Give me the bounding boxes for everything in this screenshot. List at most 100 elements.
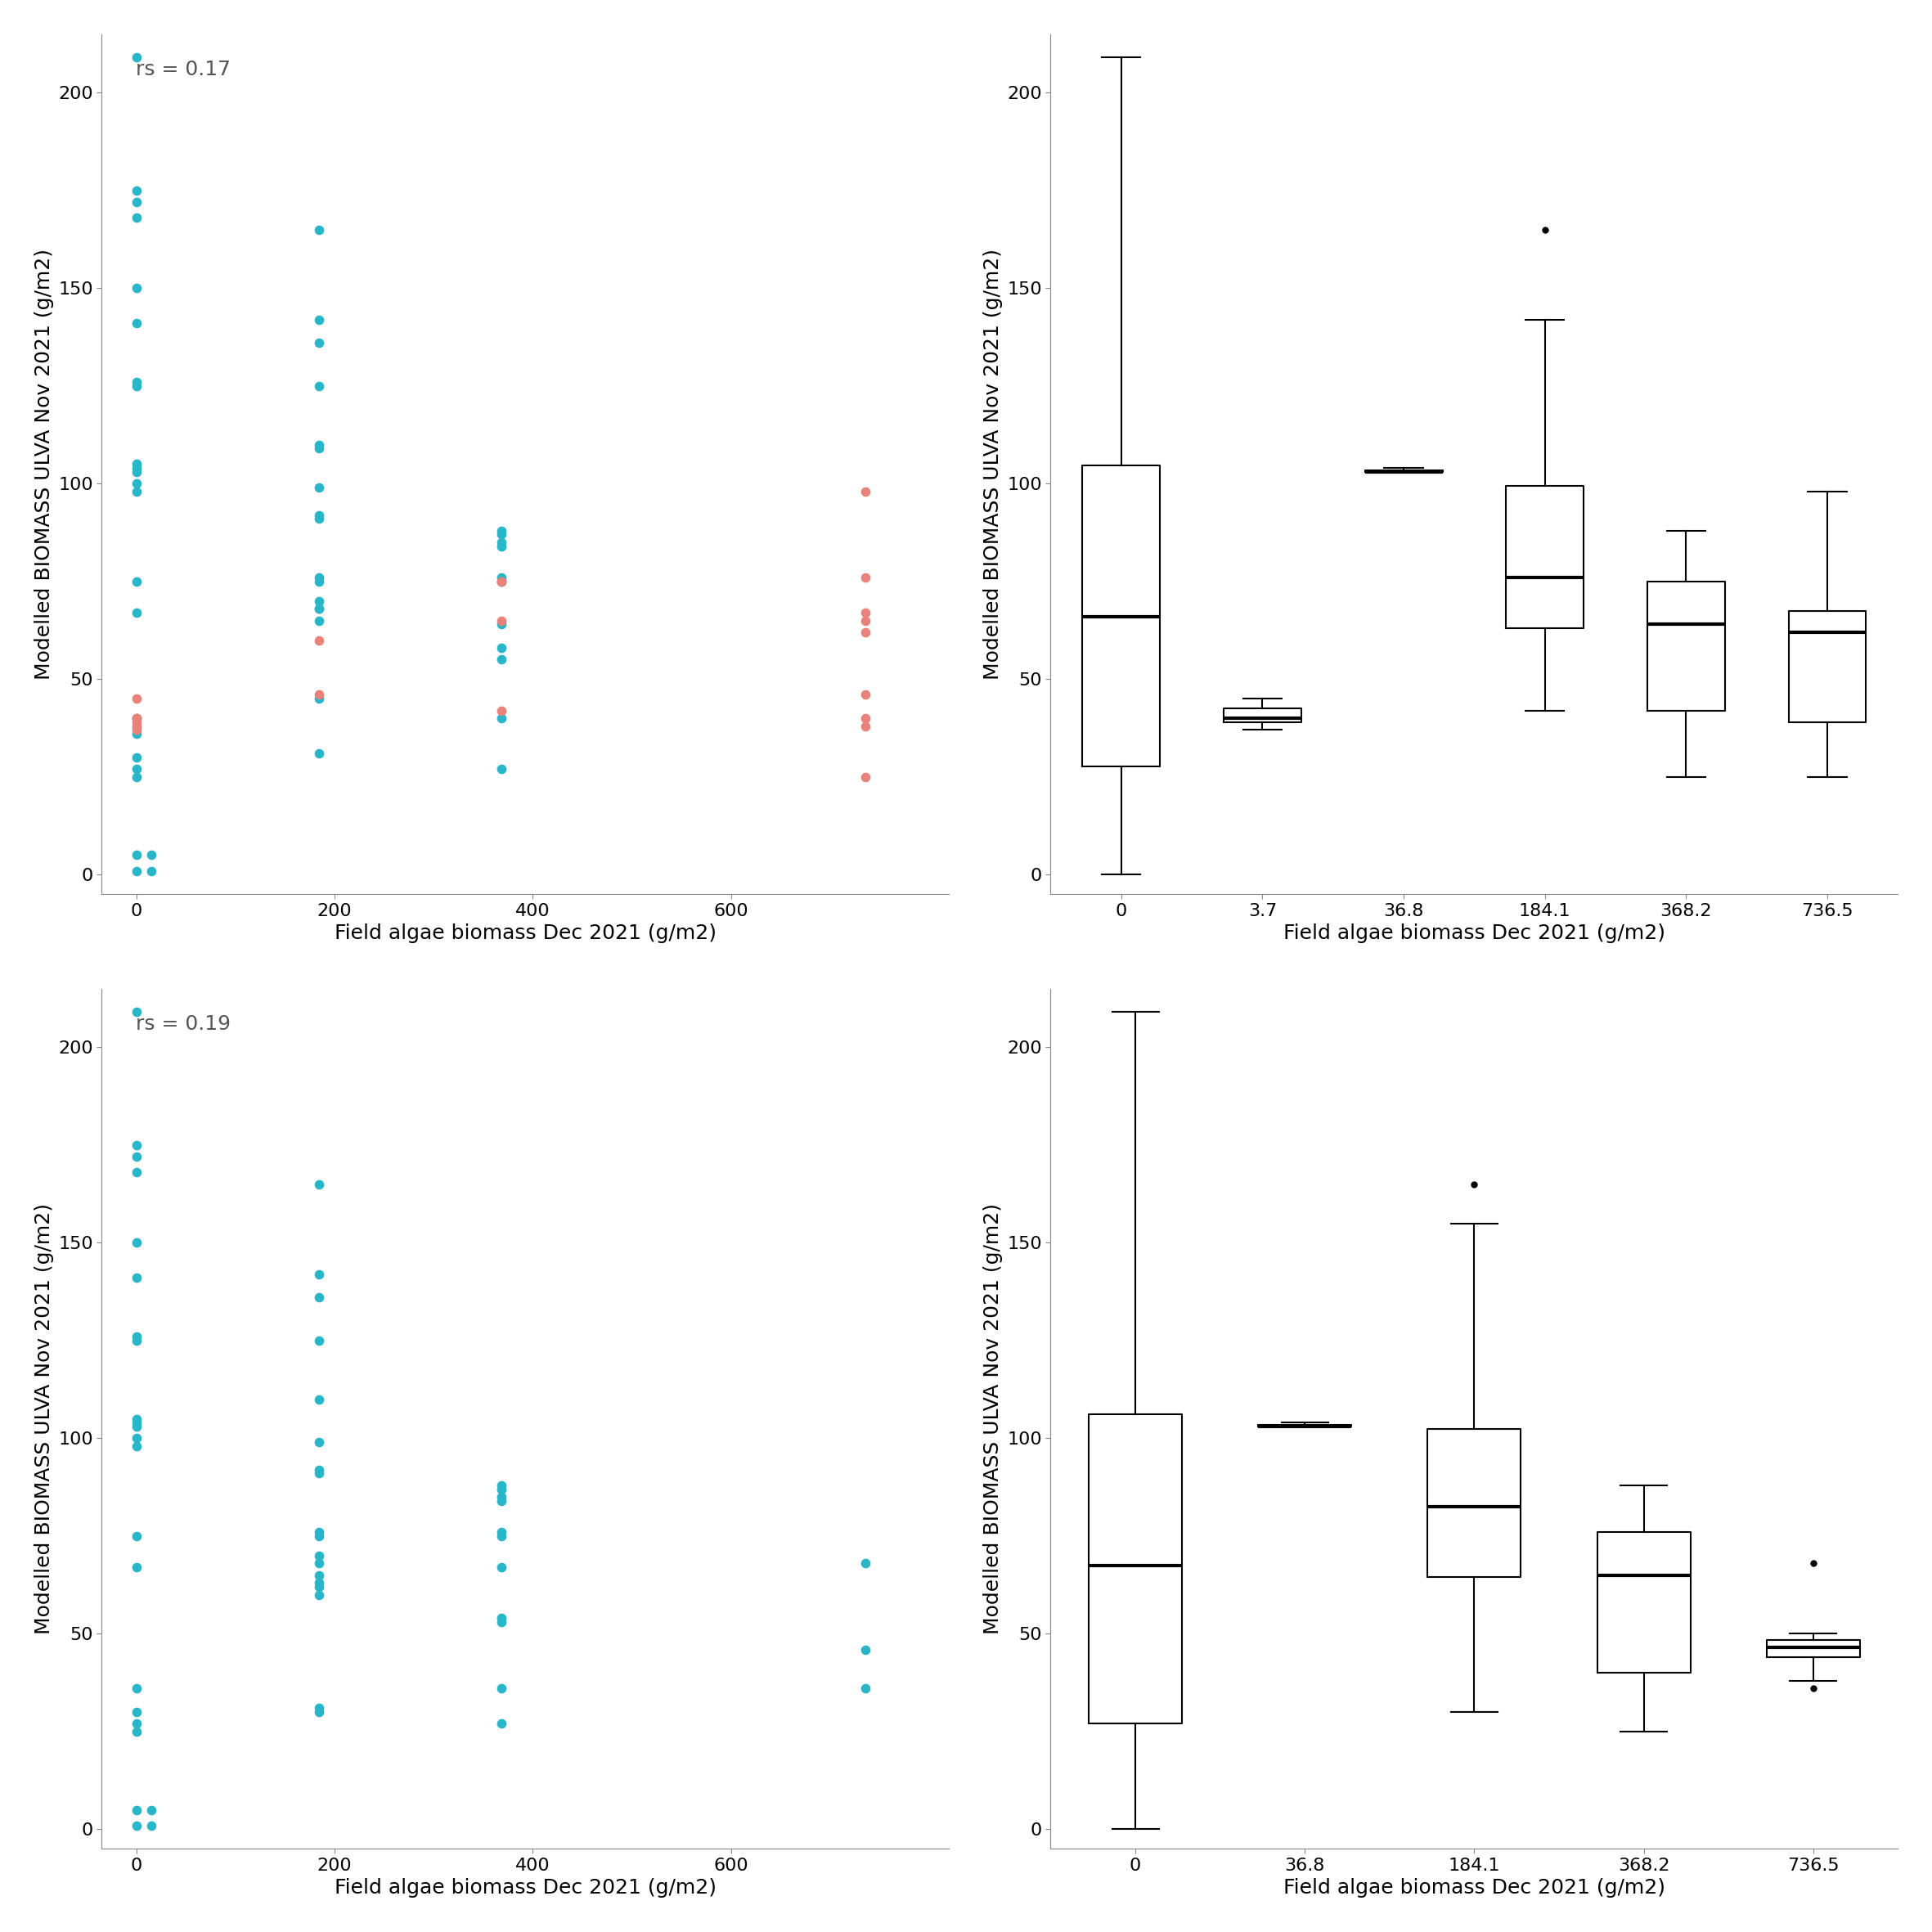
Point bbox=[303, 1459, 334, 1490]
Point bbox=[485, 516, 516, 547]
Point bbox=[303, 429, 334, 460]
Point bbox=[485, 643, 516, 674]
Point bbox=[850, 475, 881, 506]
Point bbox=[122, 448, 153, 479]
Y-axis label: Modelled BIOMASS ULVA Nov 2021 (g/m2): Modelled BIOMASS ULVA Nov 2021 (g/m2) bbox=[983, 249, 1003, 680]
Point bbox=[303, 1258, 334, 1289]
Point bbox=[850, 680, 881, 711]
Point bbox=[485, 1708, 516, 1739]
Y-axis label: Modelled BIOMASS ULVA Nov 2021 (g/m2): Modelled BIOMASS ULVA Nov 2021 (g/m2) bbox=[983, 1204, 1003, 1634]
Point bbox=[122, 703, 153, 734]
Point bbox=[303, 684, 334, 715]
Point bbox=[122, 703, 153, 734]
Point bbox=[303, 1169, 334, 1200]
Text: rs = 0.19: rs = 0.19 bbox=[135, 1014, 230, 1034]
Point bbox=[303, 328, 334, 359]
Point bbox=[122, 1403, 153, 1434]
Point bbox=[135, 840, 166, 871]
Point bbox=[303, 1571, 334, 1602]
Point bbox=[485, 703, 516, 734]
Point bbox=[122, 452, 153, 483]
Point bbox=[122, 761, 153, 792]
Point bbox=[303, 593, 334, 624]
Point bbox=[122, 742, 153, 773]
Point bbox=[850, 711, 881, 742]
Point bbox=[122, 1520, 153, 1551]
Point bbox=[303, 1578, 334, 1609]
Point bbox=[122, 597, 153, 628]
Point bbox=[850, 1673, 881, 1704]
Point bbox=[122, 1321, 153, 1352]
Point bbox=[485, 605, 516, 636]
Point bbox=[850, 1548, 881, 1578]
Point bbox=[485, 1482, 516, 1513]
Point bbox=[122, 1673, 153, 1704]
Point bbox=[122, 840, 153, 871]
Point bbox=[303, 1548, 334, 1578]
Point bbox=[122, 1432, 153, 1463]
Point bbox=[303, 1325, 334, 1356]
Point bbox=[122, 43, 153, 73]
Y-axis label: Modelled BIOMASS ULVA Nov 2021 (g/m2): Modelled BIOMASS ULVA Nov 2021 (g/m2) bbox=[35, 1204, 54, 1634]
Point bbox=[122, 456, 153, 487]
Point bbox=[122, 371, 153, 402]
Point bbox=[135, 1810, 166, 1841]
Point bbox=[485, 609, 516, 639]
Point bbox=[485, 696, 516, 726]
Point bbox=[122, 187, 153, 218]
Point bbox=[303, 566, 334, 597]
Point bbox=[485, 1470, 516, 1501]
Point bbox=[303, 1520, 334, 1551]
Point bbox=[485, 566, 516, 597]
Point bbox=[122, 566, 153, 597]
Y-axis label: Modelled BIOMASS ULVA Nov 2021 (g/m2): Modelled BIOMASS ULVA Nov 2021 (g/m2) bbox=[35, 249, 54, 680]
Point bbox=[122, 753, 153, 784]
Point bbox=[485, 566, 516, 597]
Point bbox=[850, 597, 881, 628]
Point bbox=[485, 1474, 516, 1505]
Point bbox=[122, 203, 153, 234]
Point bbox=[122, 856, 153, 887]
Point bbox=[303, 303, 334, 334]
Point bbox=[122, 1406, 153, 1437]
Point bbox=[485, 520, 516, 551]
Point bbox=[850, 562, 881, 593]
Point bbox=[303, 1696, 334, 1727]
Point bbox=[122, 367, 153, 398]
Point bbox=[485, 632, 516, 663]
Point bbox=[850, 703, 881, 734]
Point bbox=[303, 624, 334, 655]
Point bbox=[122, 307, 153, 338]
Point bbox=[122, 684, 153, 715]
Point bbox=[122, 272, 153, 303]
Point bbox=[122, 176, 153, 207]
Point bbox=[303, 593, 334, 624]
Point bbox=[135, 1795, 166, 1826]
X-axis label: Field algae biomass Dec 2021 (g/m2): Field algae biomass Dec 2021 (g/m2) bbox=[1283, 923, 1665, 943]
Point bbox=[485, 1604, 516, 1634]
Point bbox=[122, 1264, 153, 1294]
Point bbox=[303, 1383, 334, 1414]
Point bbox=[303, 1283, 334, 1314]
Point bbox=[122, 711, 153, 742]
Point bbox=[303, 562, 334, 593]
Point bbox=[135, 856, 166, 887]
Point bbox=[303, 214, 334, 245]
Point bbox=[485, 566, 516, 597]
Point bbox=[122, 1795, 153, 1826]
Point bbox=[303, 504, 334, 535]
Point bbox=[485, 1520, 516, 1551]
Point bbox=[122, 1142, 153, 1173]
Point bbox=[122, 468, 153, 498]
Point bbox=[122, 1551, 153, 1582]
Point bbox=[303, 1455, 334, 1486]
Point bbox=[303, 585, 334, 616]
Point bbox=[122, 1708, 153, 1739]
Point bbox=[303, 500, 334, 531]
X-axis label: Field algae biomass Dec 2021 (g/m2): Field algae biomass Dec 2021 (g/m2) bbox=[334, 1878, 717, 1897]
Point bbox=[122, 1810, 153, 1841]
Point bbox=[850, 605, 881, 636]
Text: rs = 0.17: rs = 0.17 bbox=[135, 60, 230, 79]
Point bbox=[485, 562, 516, 593]
Point bbox=[303, 1567, 334, 1598]
